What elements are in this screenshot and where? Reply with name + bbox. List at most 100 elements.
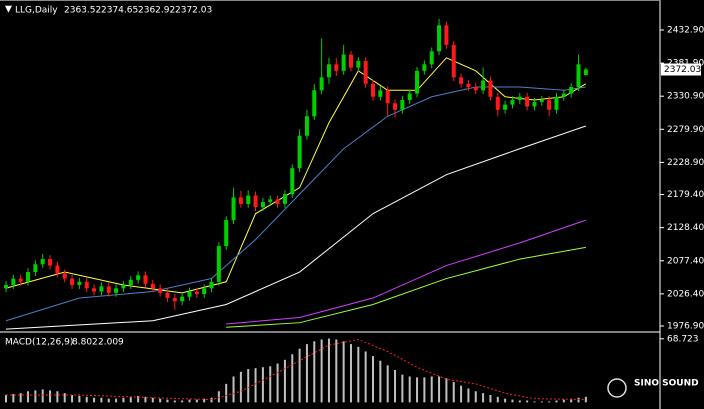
- candle-body: [583, 69, 588, 76]
- candle-body: [77, 281, 82, 286]
- y-tick-label: 2432.90: [667, 25, 704, 35]
- price-tag-label: 2372.03: [664, 65, 701, 75]
- macd-bar: [129, 396, 132, 403]
- candle-body: [385, 90, 390, 104]
- macd-bar: [261, 367, 264, 403]
- macd-bar: [188, 399, 191, 403]
- macd-main-value: 8.802: [72, 338, 98, 348]
- candle-body: [356, 61, 361, 68]
- candle-body: [4, 285, 8, 289]
- macd-bar: [166, 399, 169, 403]
- candle-body: [539, 100, 544, 102]
- macd-bar: [467, 388, 470, 403]
- macd-bar: [276, 363, 279, 403]
- candle-body: [503, 104, 508, 110]
- macd-bar: [438, 376, 441, 403]
- macd-bar: [63, 393, 66, 403]
- macd-bar: [533, 401, 536, 403]
- logo-mark: [607, 378, 627, 398]
- macd-bar: [291, 354, 294, 403]
- moving-average: [226, 246, 586, 328]
- candle-body: [62, 273, 67, 279]
- candle-body: [11, 278, 16, 286]
- macd-bar: [540, 401, 543, 403]
- candle-body: [26, 272, 31, 282]
- macd-bar: [379, 360, 382, 403]
- macd-bar: [562, 399, 565, 403]
- y-tick-label: 2077.40: [667, 256, 704, 266]
- candle-body: [238, 197, 243, 204]
- macd-bar: [93, 397, 96, 403]
- macd-bar: [394, 370, 397, 403]
- candle-body: [304, 116, 309, 136]
- candle-body: [165, 292, 170, 299]
- macd-bar: [364, 351, 367, 403]
- macd-bar: [78, 395, 81, 403]
- macd-bar: [335, 339, 338, 403]
- macd-bar: [203, 398, 206, 403]
- macd-bar: [423, 377, 426, 403]
- macd-bar: [283, 359, 286, 403]
- y-tick-label: 1976.90: [667, 322, 704, 332]
- y-tick-label: 2026.40: [667, 289, 704, 299]
- macd-bar: [445, 378, 448, 403]
- macd-bar: [305, 344, 308, 403]
- macd-bar: [115, 398, 118, 403]
- candle-body: [253, 195, 258, 208]
- candle-body: [561, 93, 566, 97]
- candle-body: [517, 96, 522, 101]
- macd-bar: [320, 339, 323, 403]
- candle-body: [84, 281, 89, 289]
- candle-body: [231, 197, 236, 221]
- candle-body: [481, 80, 486, 91]
- macd-bar: [122, 397, 125, 403]
- candle-body: [128, 279, 133, 286]
- macd-bar: [416, 377, 419, 403]
- candle-body: [451, 44, 456, 78]
- low-value: 2362.92: [138, 6, 175, 16]
- candle-body: [209, 281, 214, 289]
- candle-body: [407, 93, 412, 101]
- candle-body: [114, 288, 119, 293]
- candle-body: [268, 199, 273, 202]
- candle-body: [246, 195, 251, 204]
- moving-average: [226, 219, 587, 325]
- candle-body: [371, 83, 375, 97]
- y-tick-label: 2330.90: [667, 92, 704, 102]
- macd-bar: [34, 390, 37, 403]
- candle-body: [334, 64, 339, 71]
- candle-body: [422, 64, 427, 71]
- candle-body: [282, 194, 287, 204]
- logo-text: SINO SOUND: [634, 379, 699, 389]
- macd-bar: [511, 399, 514, 403]
- candle-body: [326, 64, 331, 78]
- macd-bar: [5, 394, 7, 403]
- macd-bar: [159, 398, 162, 403]
- logo: SINO SOUND: [607, 378, 699, 398]
- candle-body: [554, 96, 559, 110]
- macd-bar: [555, 400, 558, 403]
- macd-bar: [372, 356, 374, 403]
- macd-bar: [474, 391, 477, 403]
- candle-body: [466, 83, 471, 88]
- macd-bar: [496, 396, 499, 403]
- macd-bar: [269, 366, 272, 403]
- price-tag: [661, 63, 701, 76]
- macd-bar: [518, 400, 521, 403]
- y-tick-label: 2179.40: [667, 190, 704, 200]
- candle-body: [510, 100, 515, 105]
- macd-bar: [137, 395, 140, 403]
- candle-body: [473, 87, 478, 91]
- candle-body: [459, 77, 464, 84]
- macd-bar: [460, 385, 463, 403]
- candle-body: [437, 25, 442, 52]
- macd-bar: [254, 368, 257, 403]
- collapse-arrow[interactable]: ▼: [5, 5, 12, 15]
- candle-body: [275, 199, 280, 204]
- macd-bar: [504, 398, 507, 403]
- macd-bar: [408, 376, 411, 403]
- macd-y-tick-label: 68.723: [667, 334, 699, 344]
- macd-bar: [298, 348, 301, 403]
